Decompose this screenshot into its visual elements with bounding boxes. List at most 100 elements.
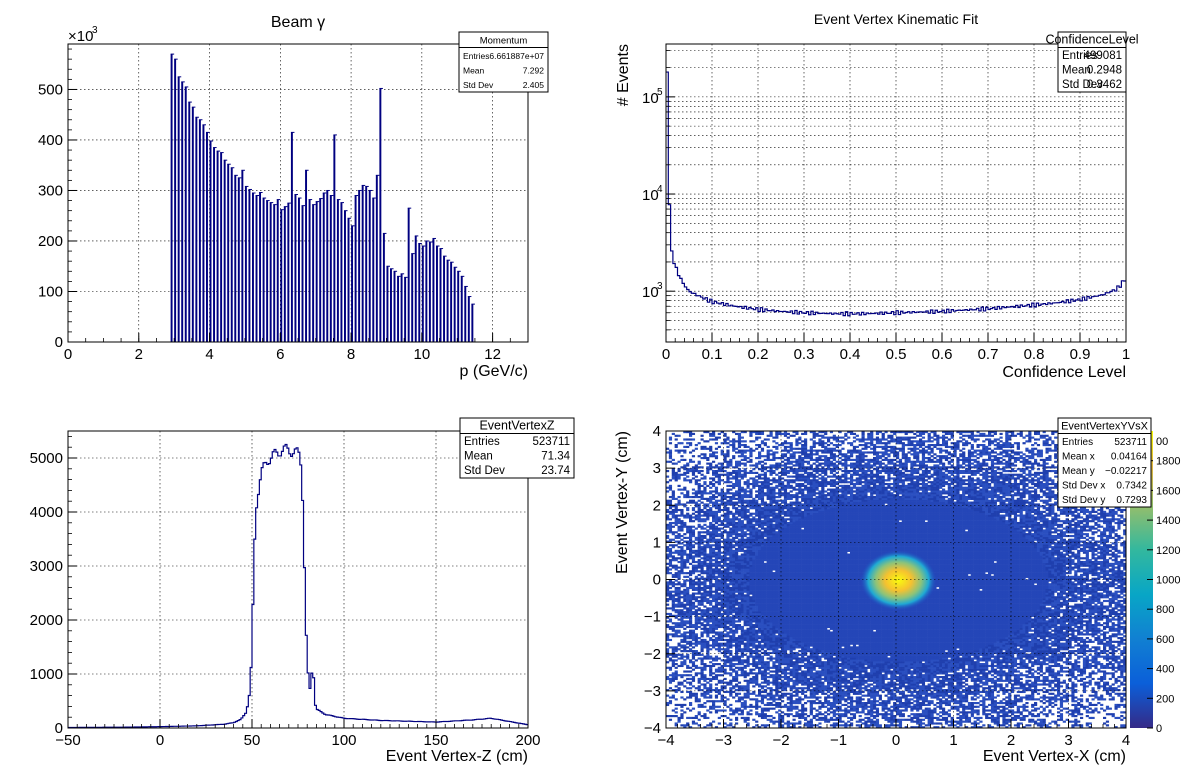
heatmap-cell [772, 553, 776, 556]
heatmap-cell [706, 577, 710, 580]
heatmap-cell [743, 475, 747, 478]
heatmap-cell [703, 620, 707, 623]
heatmap-cell [700, 588, 704, 591]
heatmap-cell [700, 581, 704, 584]
heatmap-cell [674, 510, 678, 513]
heatmap-cell [778, 568, 782, 571]
heatmap-cell [700, 453, 704, 456]
heatmap-cell [743, 531, 747, 534]
heatmap-cell [677, 648, 681, 651]
histogram-bar [255, 195, 258, 342]
heatmap-cell [668, 653, 673, 656]
heatmap-cell [697, 620, 701, 623]
heatmap-cell [755, 579, 759, 582]
heatmap-cell [746, 564, 750, 567]
heatmap-cell [783, 447, 788, 450]
heatmap-cell [712, 664, 716, 668]
heatmap-cell [683, 724, 687, 727]
heatmap-cell [746, 542, 750, 545]
heatmap-cell [769, 464, 773, 467]
heatmap-cell [781, 692, 785, 695]
heatmap-cell [763, 635, 767, 638]
heatmap-cell [709, 711, 713, 714]
heatmap-cell [691, 492, 696, 495]
heatmap-cell [781, 547, 785, 551]
heatmap-cell [720, 534, 724, 538]
histogram-bar [340, 202, 343, 342]
heatmap-cell [726, 611, 730, 614]
heatmap-cell [720, 546, 724, 549]
heatmap-cell [677, 592, 681, 595]
heatmap-cell [772, 703, 776, 707]
heatmap-cell [666, 586, 670, 590]
heatmap-cell [775, 431, 779, 434]
heatmap-cell [781, 627, 785, 630]
heatmap-cell [697, 510, 701, 513]
heatmap-cell [781, 605, 785, 608]
heatmap-cell [781, 603, 785, 606]
heatmap-cell [758, 516, 762, 519]
heatmap-cell [729, 534, 733, 538]
heatmap-cell [783, 674, 788, 677]
heatmap-cell [717, 583, 721, 586]
heatmap-cell [775, 521, 779, 525]
heatmap-cell [763, 713, 767, 716]
heatmap-cell [683, 650, 687, 653]
heatmap-cell [781, 570, 785, 573]
heatmap-cell [775, 650, 779, 653]
heatmap-cell [735, 650, 739, 653]
heatmap-cell [743, 598, 747, 601]
heatmap-cell [755, 510, 759, 513]
heatmap-cell [732, 585, 736, 588]
heatmap-cell [778, 629, 782, 632]
heatmap-cell [709, 477, 713, 480]
heatmap-cell [723, 677, 727, 681]
heatmap-cell [743, 492, 747, 495]
heatmap-cell [686, 687, 690, 690]
heatmap-cell [729, 663, 733, 666]
stats-value: 523711 [532, 436, 570, 448]
heatmap-cell [749, 583, 753, 586]
heatmap-cell [755, 583, 759, 586]
heatmap-cell [726, 646, 730, 649]
heatmap-cell [677, 484, 681, 487]
heatmap-cell [729, 590, 733, 593]
heatmap-cell [706, 633, 710, 636]
heatmap-cell [737, 594, 742, 597]
heatmap-cell [758, 583, 762, 586]
heatmap-cell [749, 549, 753, 552]
x-tick-label: −50 [55, 732, 80, 749]
heatmap-cell [755, 564, 759, 567]
heatmap-cell [709, 538, 713, 541]
heatmap-cell [760, 577, 765, 580]
heatmap-cell [772, 689, 776, 692]
heatmap-cell [697, 559, 701, 562]
heatmap-cell [729, 549, 733, 552]
heatmap-cell [671, 650, 675, 653]
heatmap-cell [755, 679, 759, 682]
heatmap-cell [735, 579, 739, 582]
heatmap-cell [700, 633, 704, 636]
heatmap-cell [717, 557, 721, 560]
heatmap-cell [677, 501, 681, 504]
heatmap-cell [683, 635, 687, 638]
heatmap-cell [686, 592, 690, 595]
heatmap-cell [706, 559, 710, 562]
heatmap-cell [766, 718, 770, 721]
heatmap-cell [755, 527, 759, 530]
heatmap-cell [752, 650, 756, 653]
heatmap-cell [720, 462, 724, 465]
heatmap-cell [712, 510, 716, 513]
heatmap-cell [737, 696, 742, 699]
heatmap-cell [680, 553, 684, 556]
heatmap-cell [783, 551, 788, 554]
heatmap-cell [778, 611, 782, 614]
heatmap-cell [729, 635, 733, 638]
heatmap-cell [680, 664, 684, 668]
heatmap-cell [680, 492, 684, 495]
heatmap-cell [666, 475, 670, 478]
heatmap-cell [766, 583, 770, 586]
heatmap-cell [752, 570, 756, 573]
heatmap-cell [720, 603, 724, 606]
heatmap-cell [758, 497, 762, 500]
